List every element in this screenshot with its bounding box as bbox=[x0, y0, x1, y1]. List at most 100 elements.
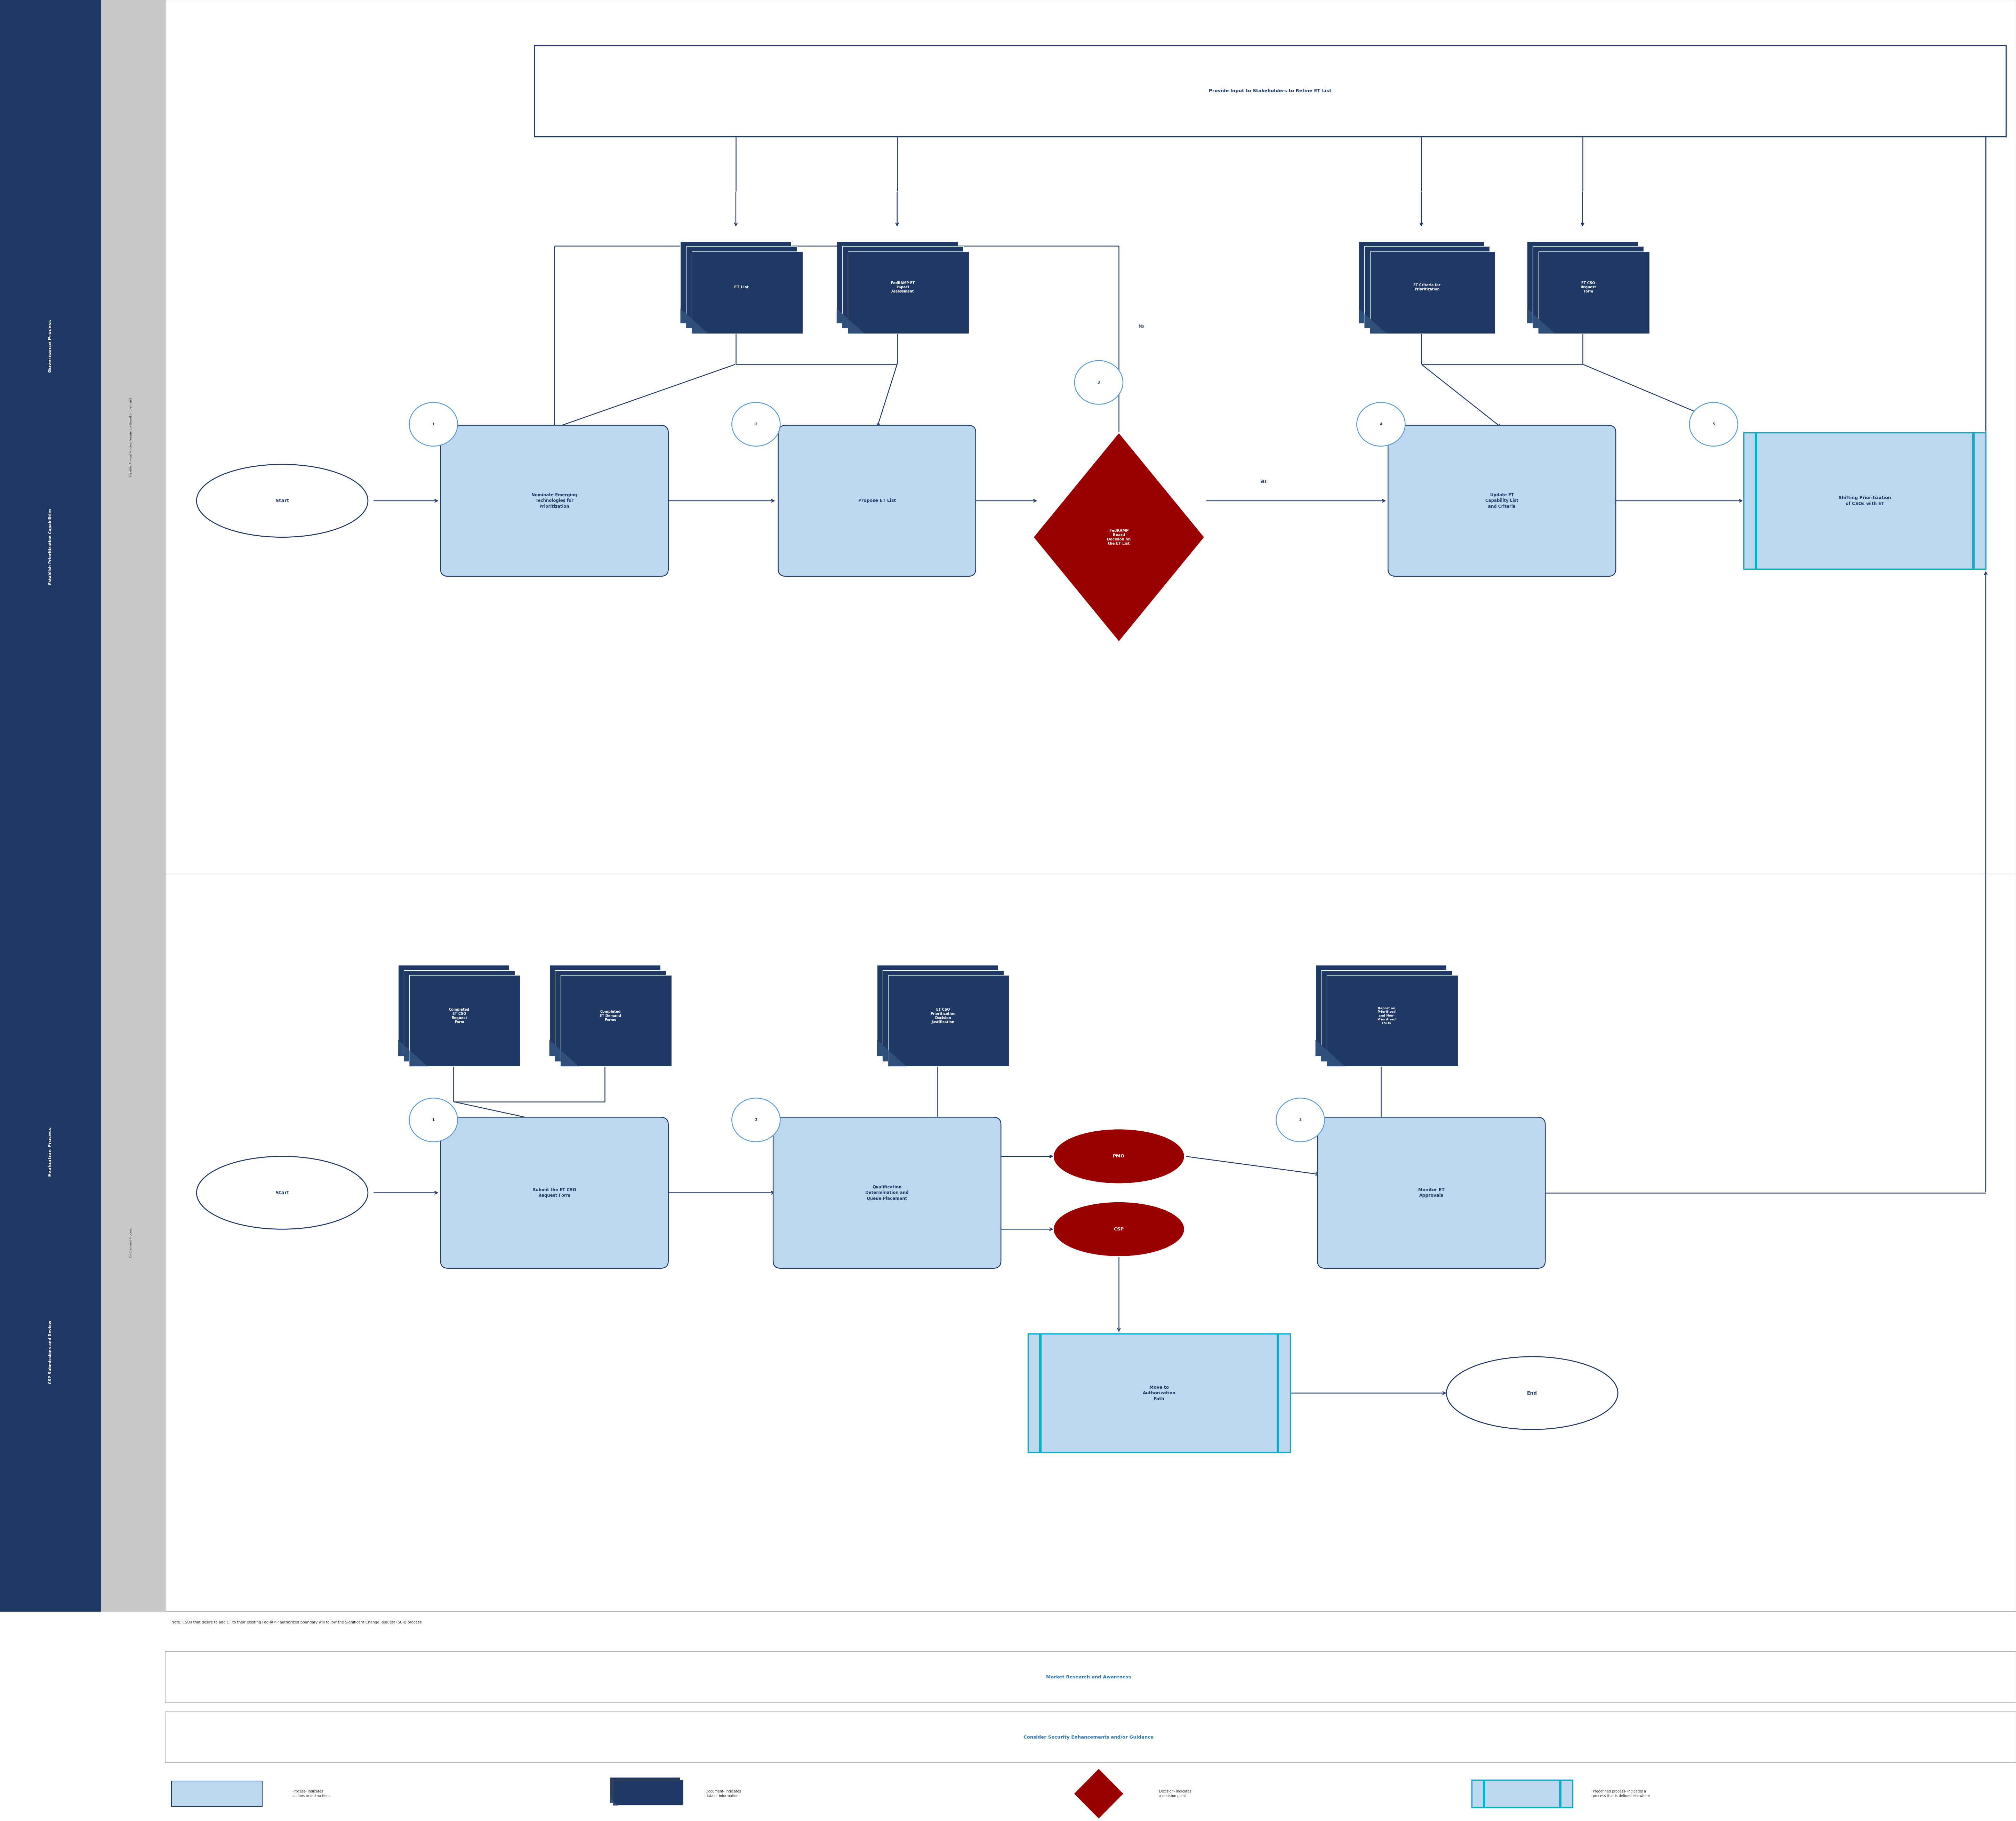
Polygon shape bbox=[685, 313, 702, 328]
Polygon shape bbox=[1538, 319, 1554, 333]
Ellipse shape bbox=[1445, 1357, 1619, 1429]
Text: 5: 5 bbox=[1712, 422, 1716, 426]
Text: 2: 2 bbox=[754, 422, 758, 426]
Bar bbox=[1972, 433, 1976, 568]
Bar bbox=[1320, 971, 1452, 1062]
Polygon shape bbox=[843, 313, 859, 328]
Text: Start: Start bbox=[276, 1191, 288, 1195]
FancyBboxPatch shape bbox=[1744, 433, 1986, 568]
FancyBboxPatch shape bbox=[534, 46, 2006, 137]
Text: ET CSO
Request
Form: ET CSO Request Form bbox=[1581, 282, 1597, 293]
Bar bbox=[1040, 1333, 1042, 1453]
Bar bbox=[843, 246, 964, 328]
FancyBboxPatch shape bbox=[778, 426, 976, 577]
Bar bbox=[877, 965, 998, 1056]
FancyBboxPatch shape bbox=[165, 1712, 2016, 1763]
Bar bbox=[685, 246, 796, 328]
Ellipse shape bbox=[1052, 1202, 1185, 1256]
Bar bbox=[1538, 251, 1649, 333]
FancyBboxPatch shape bbox=[439, 426, 669, 577]
Polygon shape bbox=[1528, 308, 1544, 324]
FancyBboxPatch shape bbox=[101, 0, 165, 1612]
FancyBboxPatch shape bbox=[439, 1116, 669, 1267]
Bar bbox=[1558, 1781, 1560, 1806]
Ellipse shape bbox=[196, 464, 367, 537]
Bar bbox=[837, 242, 958, 324]
Text: Completed
ET CSO
Request
Form: Completed ET CSO Request Form bbox=[450, 1007, 470, 1023]
Ellipse shape bbox=[1052, 1129, 1185, 1184]
Bar bbox=[609, 1777, 679, 1803]
Polygon shape bbox=[889, 1051, 907, 1067]
Text: Decision- Indicates
a decision point: Decision- Indicates a decision point bbox=[1159, 1790, 1191, 1797]
Text: Evaluation Process: Evaluation Process bbox=[48, 1127, 52, 1176]
Text: Update ET
Capability List
and Criteria: Update ET Capability List and Criteria bbox=[1486, 493, 1518, 508]
Polygon shape bbox=[1032, 433, 1204, 643]
Text: FedRAMP
Board
Decision on
the ET List: FedRAMP Board Decision on the ET List bbox=[1107, 528, 1131, 546]
Text: Move to
Authorization
Path: Move to Authorization Path bbox=[1143, 1386, 1175, 1400]
Polygon shape bbox=[1532, 313, 1548, 328]
Text: No: No bbox=[1139, 324, 1145, 330]
Bar bbox=[1754, 433, 1758, 568]
FancyBboxPatch shape bbox=[774, 1116, 1000, 1267]
Bar bbox=[691, 251, 802, 333]
Polygon shape bbox=[560, 1051, 579, 1067]
Text: Market Research and Awareness: Market Research and Awareness bbox=[1046, 1675, 1131, 1679]
Bar bbox=[1532, 246, 1643, 328]
Bar bbox=[399, 965, 508, 1056]
Bar bbox=[1359, 242, 1484, 324]
Text: ET Criteria for
Prioritization: ET Criteria for Prioritization bbox=[1413, 284, 1439, 291]
Text: On-Demand Process: On-Demand Process bbox=[129, 1227, 133, 1258]
Circle shape bbox=[409, 1098, 458, 1142]
FancyBboxPatch shape bbox=[165, 1652, 2016, 1703]
FancyBboxPatch shape bbox=[1028, 1333, 1290, 1453]
Bar bbox=[1365, 246, 1490, 328]
Text: Governance Process: Governance Process bbox=[48, 319, 52, 373]
Text: ET List: ET List bbox=[734, 286, 748, 290]
Text: 3: 3 bbox=[1097, 381, 1101, 384]
FancyBboxPatch shape bbox=[171, 1781, 262, 1806]
Bar bbox=[849, 251, 970, 333]
Text: 1: 1 bbox=[431, 1118, 435, 1122]
Polygon shape bbox=[1371, 319, 1387, 333]
Text: Document- Indicates
data or information: Document- Indicates data or information bbox=[706, 1790, 742, 1797]
Polygon shape bbox=[877, 1040, 895, 1056]
Polygon shape bbox=[883, 1045, 901, 1062]
Text: FedRAMP ET
Impact
Assessment: FedRAMP ET Impact Assessment bbox=[891, 282, 915, 293]
Text: Process- Indicates
actions or instructions.: Process- Indicates actions or instructio… bbox=[292, 1790, 331, 1797]
Text: 1: 1 bbox=[431, 422, 435, 426]
Polygon shape bbox=[554, 1045, 573, 1062]
Circle shape bbox=[1689, 402, 1738, 446]
Bar bbox=[1314, 965, 1445, 1056]
Ellipse shape bbox=[196, 1156, 367, 1229]
Polygon shape bbox=[1314, 1040, 1335, 1056]
Text: 2: 2 bbox=[754, 1118, 758, 1122]
Circle shape bbox=[1276, 1098, 1325, 1142]
Bar bbox=[560, 976, 671, 1067]
Polygon shape bbox=[613, 1801, 619, 1806]
Bar bbox=[548, 965, 659, 1056]
Polygon shape bbox=[399, 1040, 415, 1056]
Circle shape bbox=[732, 1098, 780, 1142]
Text: Consider Security Enhancements and/or Guidance: Consider Security Enhancements and/or Gu… bbox=[1024, 1735, 1153, 1739]
Text: Report on
Prioritized
and Non-
Prioritized
CSOs: Report on Prioritized and Non- Prioritiz… bbox=[1377, 1007, 1395, 1025]
Text: Shifting Prioritization
of CSOs with ET: Shifting Prioritization of CSOs with ET bbox=[1839, 495, 1891, 506]
Polygon shape bbox=[691, 319, 708, 333]
Circle shape bbox=[732, 402, 780, 446]
Bar bbox=[1528, 242, 1637, 324]
Text: CSP Submissions and Review: CSP Submissions and Review bbox=[48, 1320, 52, 1384]
Polygon shape bbox=[409, 1051, 427, 1067]
Polygon shape bbox=[403, 1045, 421, 1062]
Text: Nominate Emerging
Technologies for
Prioritization: Nominate Emerging Technologies for Prior… bbox=[532, 493, 577, 508]
Circle shape bbox=[1075, 361, 1123, 404]
Text: Provide Input to Stakeholders to Refine ET List: Provide Input to Stakeholders to Refine … bbox=[1210, 89, 1331, 93]
Text: Yes: Yes bbox=[1260, 479, 1266, 484]
Polygon shape bbox=[1320, 1045, 1339, 1062]
Bar bbox=[889, 976, 1010, 1067]
Text: ET CSO
Prioritization
Decision
Justification: ET CSO Prioritization Decision Justifica… bbox=[931, 1007, 956, 1023]
Text: End: End bbox=[1526, 1391, 1538, 1395]
Bar bbox=[1482, 1781, 1486, 1806]
Text: 4: 4 bbox=[1379, 422, 1383, 426]
FancyBboxPatch shape bbox=[1387, 426, 1615, 577]
Bar bbox=[679, 242, 790, 324]
Polygon shape bbox=[609, 1797, 615, 1803]
